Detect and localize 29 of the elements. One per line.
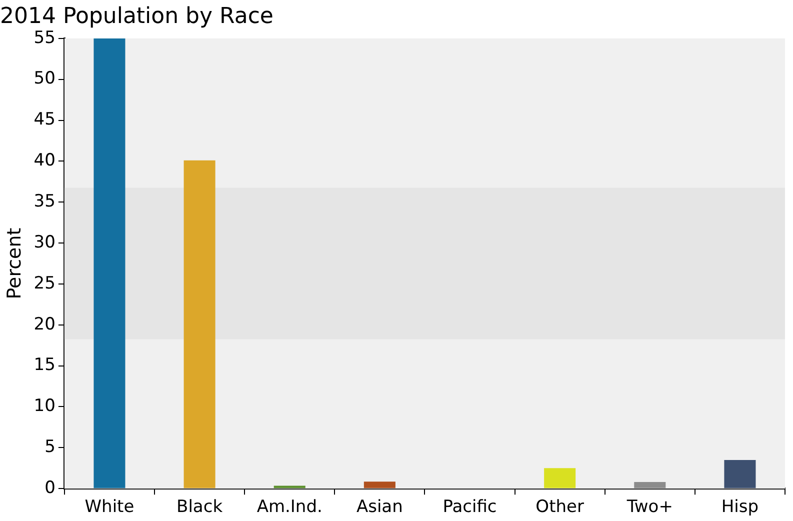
y-tick-label: 10 [34, 396, 56, 416]
y-tick-label: 20 [34, 314, 56, 334]
y-tick-label: 55 [34, 28, 56, 48]
chart-title: 2014 Population by Race [0, 4, 274, 29]
y-tick-label: 45 [34, 110, 56, 130]
bar [634, 482, 666, 488]
y-tick-label: 15 [34, 355, 56, 376]
bar [544, 468, 576, 488]
x-tick-label: White [84, 497, 134, 518]
y-tick-label: 30 [34, 232, 56, 252]
y-tick-label: 25 [34, 273, 56, 294]
x-tick-label: Two+ [626, 497, 673, 518]
x-tick-label: Black [176, 497, 223, 518]
x-tick-label: Hisp [721, 497, 759, 518]
y-tick-label: 50 [34, 68, 56, 89]
y-tick-label: 5 [44, 437, 56, 458]
bar [94, 38, 126, 488]
y-tick-label: 40 [34, 150, 56, 171]
y-tick-label: 35 [34, 192, 56, 212]
bar [184, 160, 216, 488]
x-tick-label: Am.Ind. [256, 497, 322, 518]
bar [724, 460, 756, 488]
x-tick-label: Asian [356, 497, 403, 518]
y-axis-title: Percent [3, 228, 26, 300]
x-tick-label: Pacific [442, 497, 497, 518]
y-tick-label: 0 [44, 478, 56, 498]
bar [364, 482, 396, 488]
x-tick-label: Other [536, 497, 584, 518]
bar [274, 486, 306, 488]
